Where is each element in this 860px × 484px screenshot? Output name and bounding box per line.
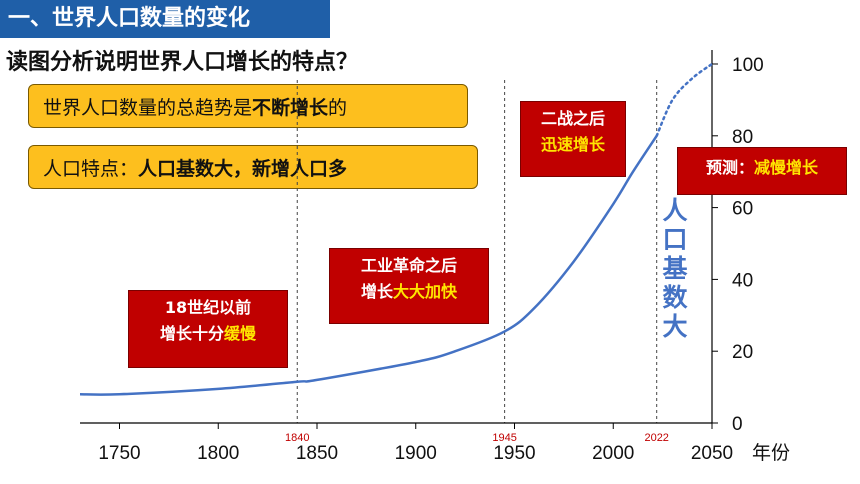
- question-text: 读图分析说明世界人口增长的特点？: [6, 50, 359, 75]
- x-tick-label: 1950: [493, 443, 535, 464]
- section-title: 一、世界人口数量的变化: [0, 0, 330, 38]
- trend-suffix: 的: [328, 96, 348, 119]
- x-tick-label: 2050: [691, 443, 733, 464]
- ind-line2: 增长大大加快: [360, 282, 458, 301]
- y-tick-label: 80: [732, 127, 753, 148]
- forecast-series-line: [655, 62, 714, 138]
- annotation-industrial: 工业革命之后 增长大大加快: [329, 248, 489, 324]
- x-axis-label: 年份: [752, 442, 790, 464]
- feature-box: 人口特点： 人口基数大，新增人口多: [28, 145, 478, 189]
- feature-prefix: 人口特点：: [43, 157, 139, 180]
- x-tick-label: 1750: [98, 443, 140, 464]
- population-series-line: [79, 135, 658, 396]
- trend-prefix: 世界人口数量的总趋势是: [43, 96, 253, 119]
- reference-year-label: 1840: [285, 432, 309, 444]
- y-tick-label: 100: [732, 55, 764, 76]
- reference-year-label: 2022: [644, 432, 668, 444]
- x-tick-label: 1850: [296, 443, 338, 464]
- annotation-pre1840: 18世纪以前 增长十分缓慢: [128, 290, 288, 368]
- annotation-forecast: 预测：减慢增长: [677, 147, 847, 195]
- y-tick-label: 0: [732, 414, 743, 435]
- base-large-label: 人口基数大: [662, 196, 688, 341]
- x-tick-label: 1800: [197, 443, 239, 464]
- x-tick-label: 1900: [395, 443, 437, 464]
- y-tick-label: 20: [732, 342, 753, 363]
- annotation-postwar: 二战之后 迅速增长: [520, 101, 626, 177]
- reference-year-label: 1945: [492, 432, 516, 444]
- postwar-line2: 迅速增长: [540, 135, 605, 154]
- pre1840-line1: 18世纪以前: [164, 298, 252, 317]
- postwar-line1: 二战之后: [540, 109, 605, 128]
- trend-box: 世界人口数量的总趋势是 不断增长的: [28, 84, 468, 128]
- y-tick-label: 60: [732, 199, 753, 220]
- x-tick-label: 2000: [592, 443, 634, 464]
- y-tick-label: 40: [732, 270, 753, 291]
- ind-line1: 工业革命之后: [360, 256, 457, 275]
- pre1840-line2: 增长十分缓慢: [159, 324, 257, 343]
- trend-bold: 不断增长: [252, 96, 329, 119]
- feature-bold: 人口基数大，新增人口多: [138, 157, 348, 180]
